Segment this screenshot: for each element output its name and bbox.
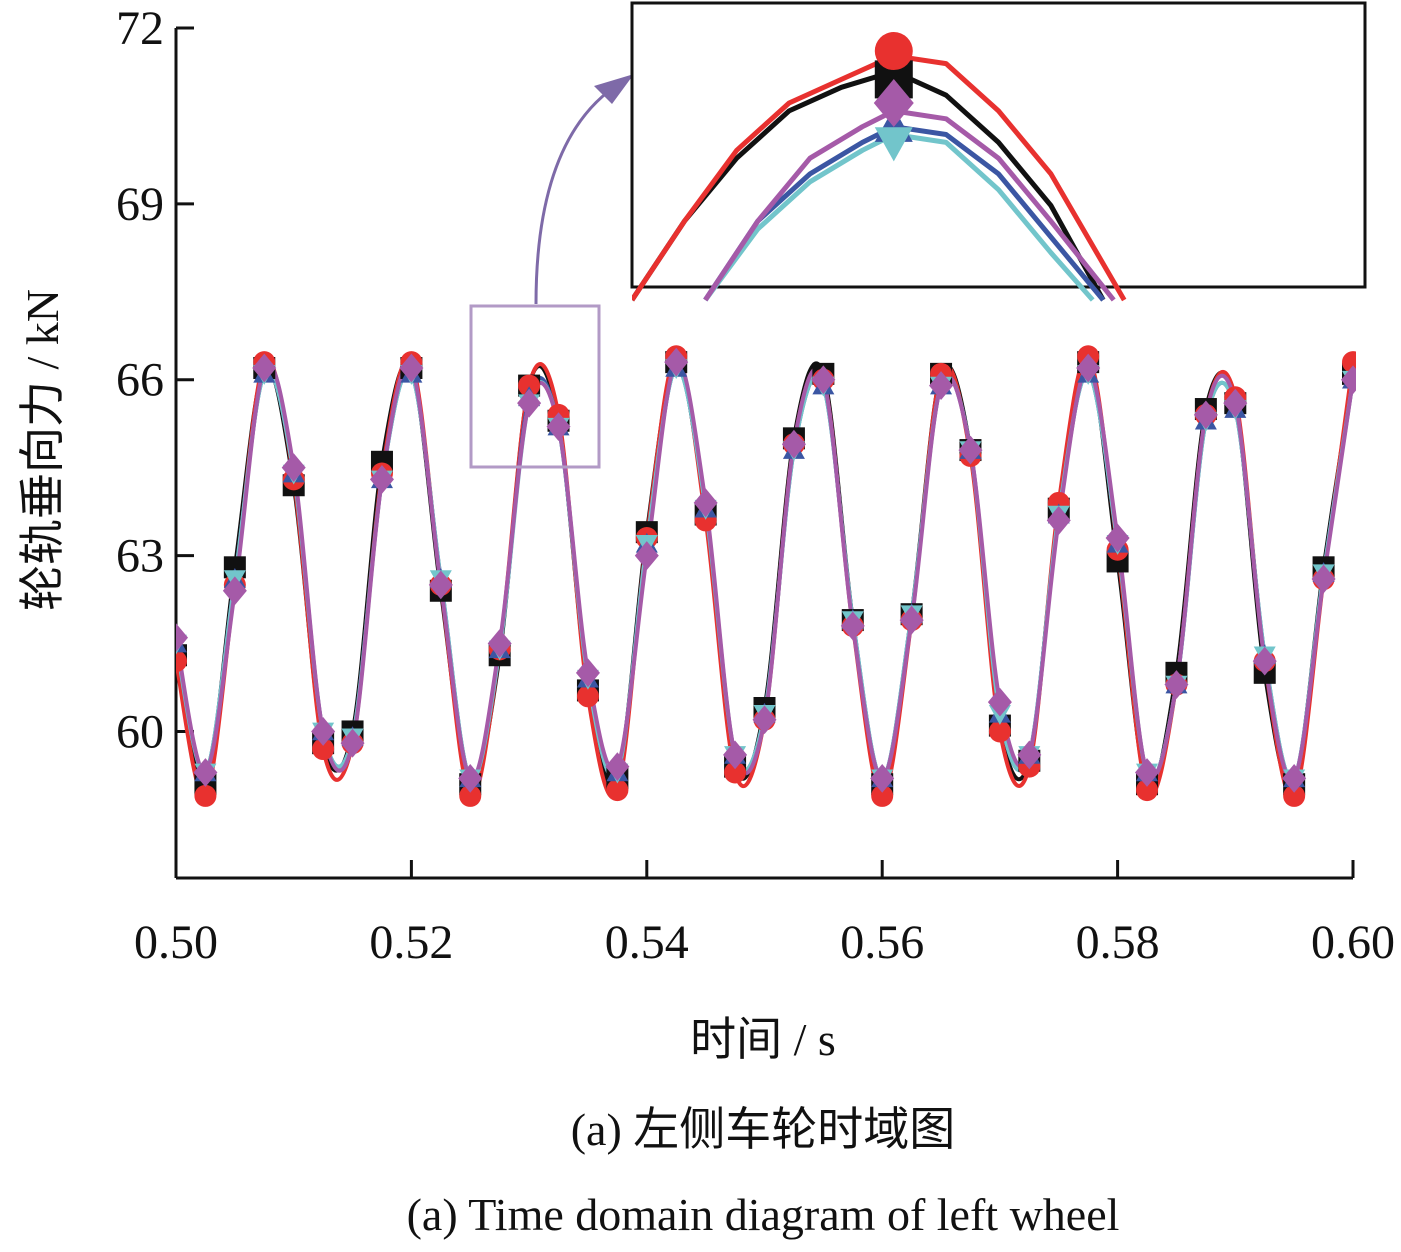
data-point bbox=[1282, 763, 1307, 793]
inset-peak-marker bbox=[873, 79, 914, 128]
x-tick-label: 0.56 bbox=[840, 916, 924, 969]
data-point bbox=[870, 763, 895, 793]
y-axis-label: 轮轨垂向力 / kN bbox=[17, 289, 68, 611]
data-point bbox=[899, 605, 924, 635]
data-point bbox=[606, 779, 629, 802]
data-point bbox=[176, 623, 188, 653]
data-point bbox=[811, 365, 836, 395]
data-point bbox=[546, 412, 571, 442]
x-tick-label: 0.58 bbox=[1076, 916, 1160, 969]
data-point bbox=[929, 371, 954, 400]
x-ticks: 0.50 0.52 0.54 0.56 0.58 0.60 bbox=[134, 860, 1395, 969]
data-point bbox=[487, 629, 512, 658]
zoom-arrow bbox=[534, 80, 623, 305]
data-point bbox=[340, 728, 365, 758]
data-point bbox=[281, 453, 306, 483]
data-point bbox=[1164, 670, 1189, 699]
zoom-inset bbox=[630, 1, 1367, 302]
data-point bbox=[605, 752, 630, 782]
axes: 60 63 66 69 72 0.50 0.52 0.54 0.56 0.58 0.60 bbox=[116, 2, 1395, 969]
y-tick-label: 63 bbox=[116, 530, 164, 583]
series-markers-1 bbox=[176, 345, 1356, 807]
data-point bbox=[369, 464, 394, 494]
inset-peak-marker bbox=[874, 32, 913, 71]
caption-chinese: (a) 左侧车轮时域图 bbox=[571, 1104, 956, 1155]
data-point bbox=[693, 488, 718, 518]
data-point bbox=[1136, 779, 1159, 802]
data-point bbox=[176, 650, 187, 673]
data-point bbox=[1076, 353, 1101, 383]
data-point bbox=[517, 388, 542, 418]
data-point bbox=[1017, 740, 1042, 770]
data-point bbox=[871, 784, 894, 807]
data-point bbox=[988, 720, 1011, 743]
data-point bbox=[987, 687, 1012, 717]
data-point bbox=[1193, 400, 1218, 430]
data-point bbox=[576, 685, 599, 708]
x-tick-label: 0.60 bbox=[1311, 916, 1395, 969]
x-tick-label: 0.54 bbox=[605, 916, 689, 969]
y-tick-label: 72 bbox=[116, 2, 164, 55]
data-point bbox=[428, 570, 453, 600]
data-point bbox=[311, 717, 336, 746]
x-tick-label: 0.52 bbox=[369, 916, 453, 969]
y-tick-label: 69 bbox=[116, 178, 164, 231]
data-point bbox=[1046, 506, 1071, 535]
zoom-arrow-head bbox=[594, 74, 634, 104]
zoom-region-box bbox=[469, 304, 601, 469]
data-point bbox=[724, 761, 747, 784]
data-point bbox=[193, 758, 218, 787]
data-point bbox=[634, 541, 659, 570]
data-point bbox=[1105, 523, 1130, 553]
data-point bbox=[1223, 388, 1248, 418]
data-point bbox=[1283, 784, 1306, 807]
data-point bbox=[840, 611, 865, 641]
y-ticks: 60 63 66 69 72 bbox=[116, 2, 194, 758]
data-point bbox=[458, 763, 483, 793]
inset-line-1 bbox=[632, 53, 1127, 302]
data-point bbox=[575, 658, 600, 688]
data-point bbox=[958, 435, 983, 465]
data-point bbox=[664, 347, 689, 377]
series-markers-4 bbox=[176, 347, 1356, 793]
data-point bbox=[252, 353, 277, 383]
data-point bbox=[1252, 646, 1277, 676]
data-point bbox=[1311, 564, 1336, 594]
data-point bbox=[752, 705, 777, 735]
inset-series-layer bbox=[632, 32, 1127, 302]
data-point bbox=[1135, 758, 1160, 787]
caption-english: (a) Time domain diagram of left wheel bbox=[407, 1189, 1120, 1240]
data-point bbox=[781, 429, 806, 459]
data-point bbox=[222, 576, 247, 606]
data-point bbox=[1341, 365, 1356, 395]
data-point bbox=[194, 784, 217, 807]
series-markers bbox=[176, 345, 1356, 807]
x-axis-label: 时间 / s bbox=[690, 1014, 836, 1065]
series-layer bbox=[176, 345, 1356, 807]
data-point bbox=[312, 738, 335, 761]
inset-peak-marker bbox=[874, 127, 913, 162]
x-tick-label: 0.50 bbox=[134, 916, 218, 969]
data-point bbox=[518, 374, 541, 397]
data-point bbox=[723, 740, 748, 770]
y-tick-label: 60 bbox=[116, 705, 164, 758]
data-point bbox=[399, 353, 424, 383]
data-point bbox=[459, 784, 482, 807]
y-tick-label: 66 bbox=[116, 354, 164, 407]
